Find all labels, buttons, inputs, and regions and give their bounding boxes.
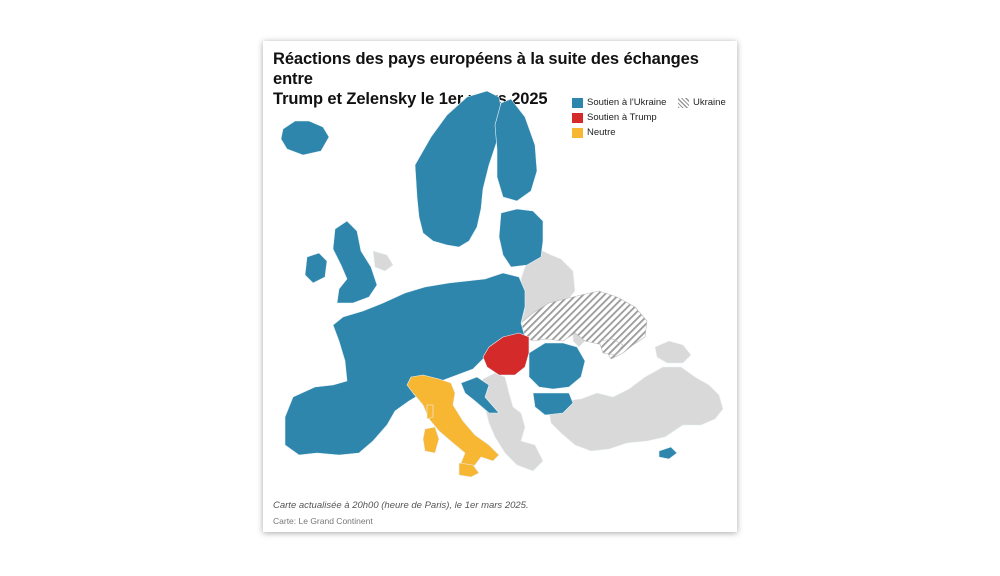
region-finland bbox=[494, 98, 538, 202]
title-line-1: Réactions des pays européens à la suite … bbox=[273, 50, 699, 88]
map-note: Carte actualisée à 20h00 (heure de Paris… bbox=[273, 500, 529, 511]
legend-swatch-hatch bbox=[678, 97, 689, 108]
region-hungary-slovakia bbox=[482, 332, 530, 376]
legend-swatch-blue bbox=[572, 97, 583, 108]
region-balkans-grey bbox=[478, 372, 544, 472]
region-baltics bbox=[498, 208, 544, 268]
region-corsica bbox=[426, 404, 434, 420]
region-mainland-west bbox=[284, 272, 526, 456]
region-scandinavia bbox=[414, 90, 504, 248]
legend-swatch-yellow bbox=[572, 127, 583, 138]
region-turkey bbox=[548, 366, 724, 452]
region-sicily bbox=[458, 462, 480, 478]
legend-item-support-ukraine: Soutien à l'Ukraine bbox=[572, 97, 666, 108]
region-uk bbox=[332, 220, 378, 304]
legend-item-neutral: Neutre bbox=[572, 127, 616, 138]
europe-map bbox=[280, 90, 724, 478]
region-norway-grey bbox=[372, 250, 394, 272]
region-cyprus bbox=[658, 446, 678, 460]
legend-label: Soutien à Trump bbox=[587, 112, 657, 123]
legend-item-ukraine: Ukraine bbox=[678, 97, 726, 108]
region-bulgaria bbox=[532, 392, 574, 416]
legend-label: Soutien à l'Ukraine bbox=[587, 97, 667, 108]
legend-swatch-red bbox=[572, 112, 583, 123]
region-iceland bbox=[280, 120, 330, 156]
region-ireland bbox=[304, 252, 328, 284]
legend-label: Neutre bbox=[587, 127, 616, 138]
region-croatia bbox=[460, 376, 500, 414]
map-card: Réactions des pays européens à la suite … bbox=[263, 41, 737, 532]
legend-label: Ukraine bbox=[693, 97, 726, 108]
map-credit: Carte: Le Grand Continent bbox=[273, 516, 373, 526]
region-caucasus bbox=[654, 340, 692, 364]
region-romania bbox=[528, 342, 586, 390]
region-crimea-hatched bbox=[598, 338, 624, 356]
region-sardinia bbox=[422, 426, 440, 454]
legend-item-support-trump: Soutien à Trump bbox=[572, 112, 657, 123]
